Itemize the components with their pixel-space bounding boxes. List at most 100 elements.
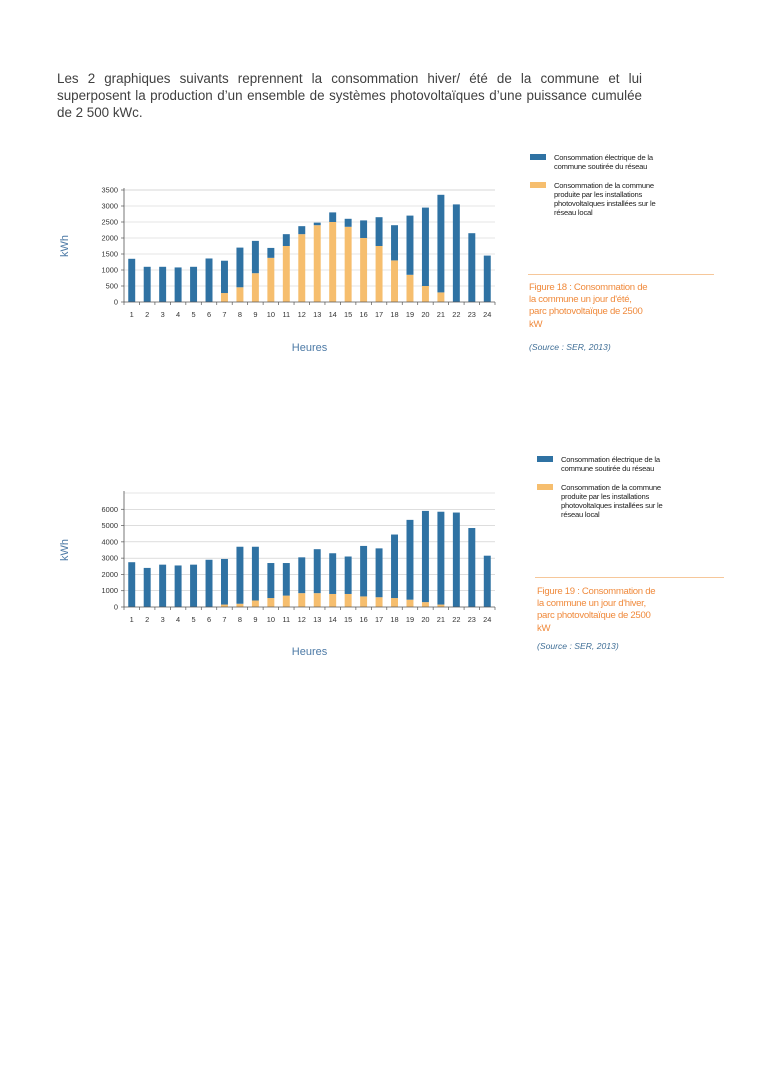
- bar-grid-hour-6: [205, 258, 213, 302]
- bar-pv-hour-16: [360, 596, 368, 607]
- y-tick-label: 6000: [102, 505, 118, 514]
- bar-grid-hour-3: [159, 266, 167, 302]
- y-tick-label: 500: [106, 282, 118, 291]
- x-tick-label: 21: [437, 615, 445, 624]
- bar-pv-hour-8: [236, 603, 244, 607]
- x-axis-title: Heures: [292, 342, 328, 354]
- legend-swatch-grid: [530, 154, 546, 160]
- x-tick-label: 13: [313, 310, 321, 319]
- bar-pv-hour-9: [251, 273, 259, 302]
- x-tick-label: 15: [344, 310, 352, 319]
- y-tick-label: 0: [114, 603, 118, 612]
- bar-grid-hour-24: [483, 555, 491, 607]
- bar-pv-hour-15: [344, 593, 352, 607]
- x-tick-label: 17: [375, 615, 383, 624]
- bar-grid-hour-13: [313, 222, 321, 226]
- legend-item-grid: Consommation électrique de la commune so…: [530, 153, 664, 172]
- y-tick-label: 0: [114, 298, 118, 307]
- bar-grid-hour-24: [483, 255, 491, 302]
- y-tick-label: 2000: [102, 570, 118, 579]
- bar-grid-hour-1: [128, 258, 136, 302]
- bar-pv-hour-19: [406, 599, 414, 607]
- legend-label-grid: Consommation électrique de la commune so…: [561, 455, 660, 474]
- x-tick-label: 12: [298, 310, 306, 319]
- bar-pv-hour-12: [298, 593, 306, 607]
- x-tick-label: 1: [130, 615, 134, 624]
- x-tick-label: 23: [468, 615, 476, 624]
- legend-label-pv: Consommation de la commune produite par …: [561, 482, 663, 520]
- bar-pv-hour-13: [313, 225, 321, 302]
- bar-grid-hour-18: [391, 225, 398, 261]
- bar-grid-hour-14: [329, 553, 337, 594]
- bar-grid-hour-12: [298, 226, 306, 235]
- bar-grid-hour-13: [313, 549, 321, 594]
- y-tick-label: 5000: [102, 521, 118, 530]
- bar-pv-hour-17: [375, 597, 383, 607]
- bar-pv-hour-14: [329, 222, 337, 302]
- bar-grid-hour-20: [421, 207, 429, 286]
- bar-grid-hour-8: [236, 546, 244, 604]
- bar-grid-hour-8: [236, 247, 244, 288]
- bar-grid-hour-19: [406, 215, 414, 275]
- bar-grid-hour-3: [159, 564, 167, 607]
- bar-grid-hour-11: [282, 563, 290, 596]
- x-tick-label: 15: [344, 615, 352, 624]
- bar-grid-hour-4: [174, 565, 182, 607]
- bar-grid-hour-21: [437, 194, 445, 293]
- x-tick-label: 10: [267, 615, 275, 624]
- winter-legend: Consommation électrique de la commune so…: [537, 455, 671, 529]
- x-tick-label: 18: [390, 310, 398, 319]
- x-tick-label: 7: [222, 615, 226, 624]
- bar-grid-hour-7: [221, 558, 228, 605]
- winter-caption-rule: [535, 577, 724, 578]
- x-tick-label: 21: [437, 310, 445, 319]
- bar-pv-hour-17: [375, 246, 383, 302]
- y-tick-label: 1000: [102, 586, 118, 595]
- bar-grid-hour-23: [468, 528, 476, 607]
- x-tick-label: 22: [452, 310, 460, 319]
- x-tick-label: 4: [176, 310, 180, 319]
- bar-grid-hour-4: [174, 267, 182, 302]
- bar-pv-hour-7: [221, 604, 228, 607]
- summer-caption-rule: [528, 274, 714, 275]
- x-tick-label: 2: [145, 310, 149, 319]
- y-tick-label: 4000: [102, 537, 118, 546]
- bar-grid-hour-16: [360, 220, 368, 238]
- bar-grid-hour-9: [251, 546, 259, 601]
- y-tick-label: 2000: [102, 234, 118, 243]
- bar-pv-hour-18: [391, 598, 398, 607]
- legend-swatch-pv: [530, 181, 546, 188]
- bar-grid-hour-11: [282, 234, 290, 246]
- x-tick-label: 19: [406, 615, 414, 624]
- winter-figure-caption: Figure 19 : Consommation de la commune u…: [537, 586, 656, 634]
- bar-grid-hour-14: [329, 212, 337, 222]
- x-tick-label: 10: [267, 310, 275, 319]
- x-tick-label: 4: [176, 615, 180, 624]
- intro-paragraph: Les 2 graphiques suivants reprennent la …: [57, 71, 642, 120]
- x-tick-label: 13: [313, 615, 321, 624]
- summer-source: (Source : SER, 2013): [529, 342, 611, 352]
- x-tick-label: 24: [483, 615, 491, 624]
- bar-grid-hour-10: [267, 247, 275, 258]
- summer-legend: Consommation électrique de la commune so…: [530, 153, 664, 227]
- x-tick-label: 3: [161, 615, 165, 624]
- x-tick-label: 8: [238, 615, 242, 624]
- x-tick-label: 12: [298, 615, 306, 624]
- x-axis-title: Heures: [292, 646, 328, 658]
- bar-grid-hour-23: [468, 233, 476, 302]
- bar-pv-hour-13: [313, 593, 321, 607]
- bar-grid-hour-9: [251, 240, 259, 274]
- x-tick-label: 24: [483, 310, 491, 319]
- bar-grid-hour-6: [205, 559, 213, 607]
- x-tick-label: 14: [329, 615, 337, 624]
- legend-item-pv: Consommation de la commune produite par …: [537, 483, 671, 520]
- bar-pv-hour-10: [267, 598, 275, 607]
- legend-swatch-grid: [537, 456, 553, 462]
- y-tick-label: 3500: [102, 186, 118, 195]
- bar-grid-hour-7: [221, 260, 228, 294]
- y-axis-title: kWh: [59, 235, 71, 257]
- bar-grid-hour-2: [143, 567, 151, 607]
- x-tick-label: 23: [468, 310, 476, 319]
